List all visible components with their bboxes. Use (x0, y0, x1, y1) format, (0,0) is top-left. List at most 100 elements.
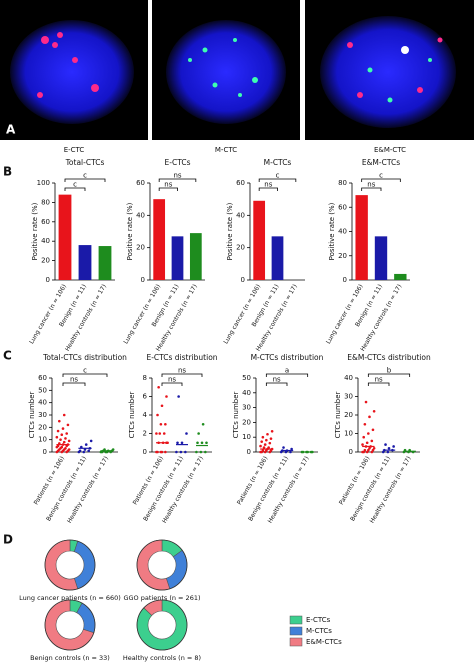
data-point (268, 441, 272, 445)
legend-label: E&M-CTCs (306, 638, 342, 646)
panel-label: D (3, 533, 13, 547)
data-point (158, 432, 162, 435)
bar (189, 233, 202, 280)
y-tick-label: 20 (242, 418, 251, 426)
significance-bracket (62, 373, 108, 377)
data-point (155, 432, 158, 435)
data-point (64, 437, 67, 440)
y-tick-label: 20 (41, 257, 50, 265)
chart-title: E&M-CTCs distribution (347, 353, 431, 362)
bar (78, 245, 92, 280)
y-axis-label: CTCs number (128, 391, 136, 438)
data-point (156, 413, 159, 417)
significance-label: ns (168, 376, 176, 384)
x-tick-label: Lung cancer (n = 106) (325, 283, 365, 345)
x-tick-label: Healthy controls (n = 17) (64, 283, 108, 352)
data-point (290, 447, 293, 451)
data-point (177, 395, 180, 398)
image-caption: M-CTC (215, 146, 237, 154)
data-point (156, 450, 159, 454)
data-point (197, 432, 200, 435)
significance-bracket (258, 178, 297, 182)
significance-bracket (64, 178, 106, 182)
donut-segment (165, 549, 188, 590)
significance-label: a (285, 367, 289, 375)
bar (355, 195, 368, 280)
donut-outline (136, 539, 188, 591)
significance-bracket (158, 178, 197, 182)
data-point (269, 437, 273, 440)
bar (253, 200, 266, 280)
data-point (175, 450, 178, 454)
pie-caption: GGO patients (n = 261) (123, 594, 200, 602)
data-point (205, 441, 208, 445)
y-tick-label: 20 (338, 252, 347, 260)
data-point (259, 444, 262, 448)
significance-label: b (387, 367, 392, 375)
panel-label: B (3, 165, 12, 179)
y-axis-label: CTCs number (232, 391, 240, 438)
data-point (363, 448, 367, 452)
significance-bracket (265, 382, 288, 386)
chart-title: E&M-CTCs (362, 158, 400, 167)
data-point (392, 445, 395, 448)
significance-label: ns (375, 376, 383, 384)
y-axis-label: Positive rate (%) (328, 202, 336, 260)
y-axis-label: CTCs number (28, 391, 36, 438)
significance-bracket (64, 187, 86, 191)
data-point (82, 450, 86, 454)
data-point (67, 448, 71, 451)
data-point (66, 423, 70, 427)
y-tick-label: 0 (343, 276, 347, 284)
data-point (62, 413, 66, 417)
data-point (55, 435, 59, 439)
data-point (371, 448, 375, 452)
legend-swatch (289, 626, 303, 636)
y-tick-label: 80 (41, 198, 50, 206)
significance-bracket (158, 187, 178, 191)
y-tick-label: 20 (136, 244, 145, 252)
y-tick-label: 0 (141, 276, 145, 284)
data-point (87, 449, 90, 453)
y-tick-label: 10 (38, 436, 47, 444)
data-point (368, 447, 371, 450)
data-point (196, 441, 199, 445)
x-tick-label: Healthy controls (n = 17) (369, 455, 413, 524)
data-point (362, 450, 366, 454)
data-point (261, 449, 265, 452)
data-point (200, 441, 204, 445)
significance-label: ns (173, 172, 181, 180)
data-point (367, 432, 370, 435)
y-tick-label: 0 (241, 276, 245, 284)
data-point (367, 448, 370, 452)
y-tick-label: 20 (236, 244, 245, 252)
y-tick-label: 10 (344, 430, 353, 438)
y-tick-label: 40 (344, 374, 353, 382)
y-tick-label: 30 (242, 404, 251, 412)
y-tick-label: 6 (143, 393, 148, 401)
x-tick-label: Healthy controls (n = 17) (161, 455, 205, 524)
data-point (204, 450, 207, 454)
data-point (282, 446, 285, 449)
data-point (365, 450, 369, 454)
pie-caption: Lung cancer patients (n = 660) (19, 594, 121, 602)
y-axis-label: Positive rate (%) (126, 202, 134, 260)
y-axis-label: CTCs number (334, 391, 342, 438)
x-tick-label: Healthy controls (n = 17) (66, 455, 110, 524)
donut-segment (73, 540, 96, 590)
y-tick-label: 2 (143, 430, 147, 438)
data-point (362, 435, 366, 439)
data-point (195, 450, 198, 454)
panel-a-images (0, 0, 474, 140)
significance-label: ns (178, 367, 186, 375)
data-point (267, 446, 270, 449)
y-tick-label: 40 (136, 211, 145, 219)
y-tick-label: 0 (143, 448, 147, 456)
data-point (62, 440, 66, 444)
significance-label: ns (164, 181, 172, 189)
y-tick-label: 40 (242, 389, 251, 397)
significance-bracket (258, 187, 278, 191)
data-point (371, 428, 375, 432)
x-tick-label: Benign controls (n = 11) (247, 455, 290, 522)
y-axis-label: Positive rate (%) (31, 202, 39, 260)
